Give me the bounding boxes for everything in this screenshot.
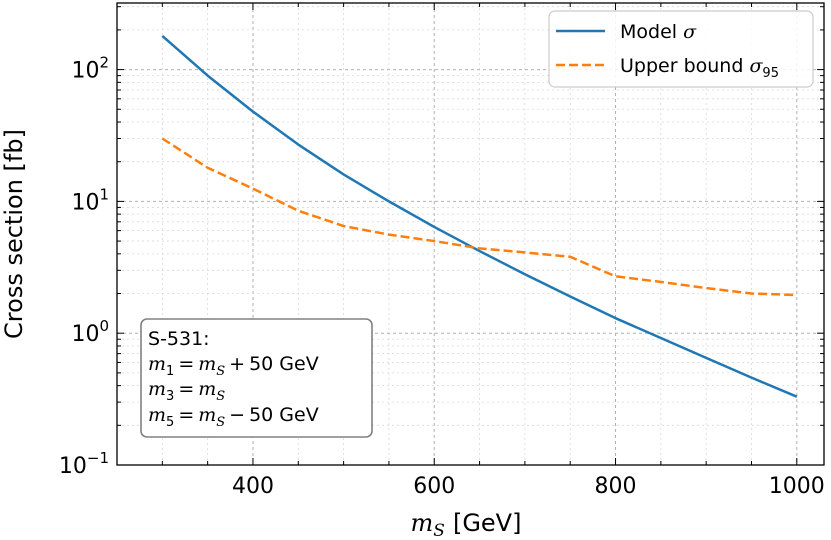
annotation-line-m3: m3 = mS xyxy=(148,378,225,404)
legend: Model σ Upper bound σ95 xyxy=(548,10,814,88)
legend-label-model: Model σ xyxy=(620,21,697,43)
annotation: S-531: m1 = mS +50 GeV m3 = mS m5 = mS −50 GeV xyxy=(140,318,373,438)
x-tick-label: 800 xyxy=(595,474,637,499)
series-line-upper-bound xyxy=(161,137,797,297)
legend-label-upper-bound: Upper bound σ95 xyxy=(620,55,779,81)
annotation-line-m1: m1 = mS +50 GeV xyxy=(148,353,319,379)
y-tick-label: 10−1 xyxy=(59,449,109,479)
y-tick-label: 100 xyxy=(71,317,109,347)
series-layer xyxy=(161,34,798,398)
x-axis-label: mS [GeV] xyxy=(411,509,522,540)
x-tick-label: 400 xyxy=(232,474,274,499)
legend-box xyxy=(548,10,814,88)
x-tick-label: 1000 xyxy=(769,474,825,499)
y-tick-label: 102 xyxy=(71,54,109,84)
annotation-line-m5: m5 = mS −50 GeV xyxy=(148,404,319,430)
y-axis-label: Cross section [fb] xyxy=(0,129,28,339)
annotation-box xyxy=(140,318,373,438)
y-tick-label: 101 xyxy=(71,185,109,215)
grid xyxy=(117,3,824,466)
ticks xyxy=(117,3,824,466)
annotation-title: S-531: xyxy=(148,328,210,350)
x-tick-label: 600 xyxy=(413,474,455,499)
series-line-model xyxy=(161,34,798,398)
tick-labels: 400 600 800 1000 10−1 100 101 102 xyxy=(59,54,825,499)
plot-frame xyxy=(116,2,825,466)
